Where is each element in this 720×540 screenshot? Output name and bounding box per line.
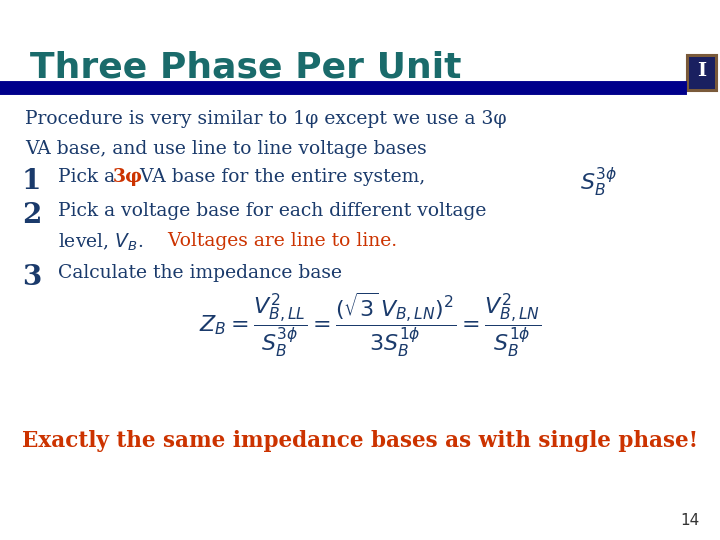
Text: VA base, and use line to line voltage bases: VA base, and use line to line voltage ba… <box>25 140 427 158</box>
Text: 1: 1 <box>22 168 41 195</box>
Text: VA base for the entire system,: VA base for the entire system, <box>134 168 426 186</box>
Text: Pick a voltage base for each different voltage: Pick a voltage base for each different v… <box>58 202 487 220</box>
Text: Three Phase Per Unit: Three Phase Per Unit <box>30 50 462 84</box>
Text: $S_B^{3\phi}$: $S_B^{3\phi}$ <box>580 165 617 199</box>
Text: 3φ: 3φ <box>113 168 143 186</box>
Text: 14: 14 <box>680 513 700 528</box>
Text: level, $V_B$.: level, $V_B$. <box>58 232 143 253</box>
Text: I: I <box>698 62 706 80</box>
Text: Voltages are line to line.: Voltages are line to line. <box>162 232 397 250</box>
FancyBboxPatch shape <box>689 57 715 89</box>
Text: Pick a: Pick a <box>58 168 121 186</box>
Text: $Z_B = \dfrac{V_{B,LL}^2}{S_B^{3\phi}} = \dfrac{(\sqrt{3}\, V_{B,LN})^2}{3S_B^{1: $Z_B = \dfrac{V_{B,LL}^2}{S_B^{3\phi}} =… <box>199 291 541 359</box>
Text: Exactly the same impedance bases as with single phase!: Exactly the same impedance bases as with… <box>22 430 698 452</box>
FancyBboxPatch shape <box>687 55 717 91</box>
Text: 2: 2 <box>22 202 41 229</box>
Text: 3: 3 <box>22 264 41 291</box>
Text: Procedure is very similar to 1φ except we use a 3φ: Procedure is very similar to 1φ except w… <box>25 110 507 128</box>
Text: Calculate the impedance base: Calculate the impedance base <box>58 264 342 282</box>
